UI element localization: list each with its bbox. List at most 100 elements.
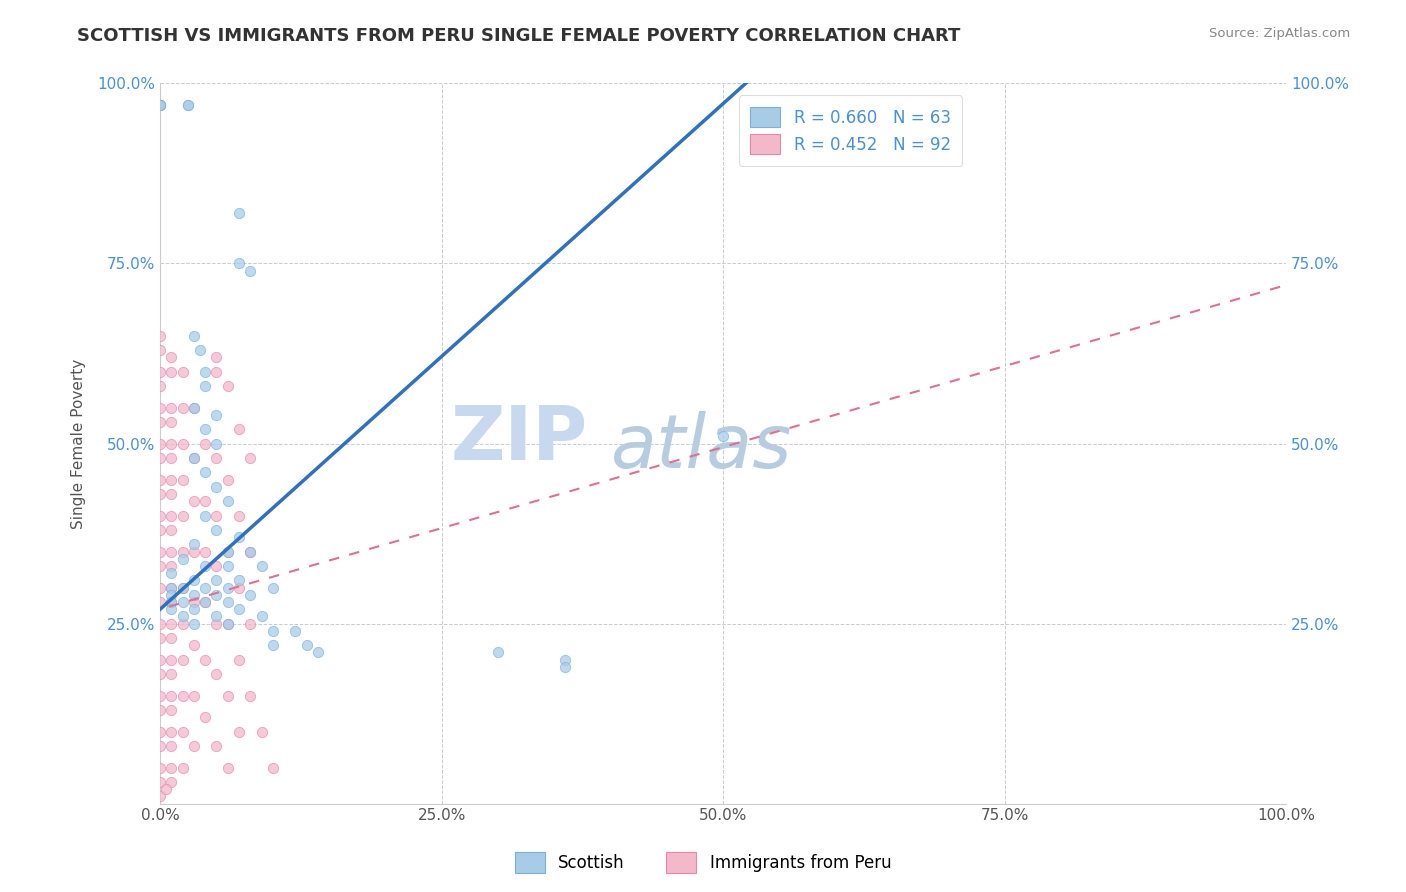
Point [205,350,228,364]
Point [149,98,172,112]
Point [172,436,194,450]
Point [155,782,177,797]
Point [194,595,217,609]
Point [177,98,200,112]
Point [262,638,284,652]
Point [160,595,183,609]
Point [160,595,183,609]
Y-axis label: Single Female Poverty: Single Female Poverty [72,359,86,529]
Point [149,415,172,429]
Point [228,724,250,739]
Point [172,761,194,775]
Point [228,256,250,270]
Point [217,761,239,775]
Point [228,581,250,595]
Point [160,350,183,364]
Point [194,364,217,378]
Point [183,588,205,602]
Point [149,761,172,775]
Point [160,401,183,415]
Point [160,508,183,523]
Point [239,689,262,703]
Point [149,508,172,523]
Point [205,450,228,465]
Point [172,551,194,566]
Point [205,616,228,631]
Point [160,581,183,595]
Point [194,710,217,724]
Point [188,343,211,357]
Point [183,494,205,508]
Point [194,595,217,609]
Point [183,401,205,415]
Point [554,660,576,674]
Point [183,638,205,652]
Point [172,689,194,703]
Point [160,588,183,602]
Point [149,724,172,739]
Point [149,98,172,112]
Point [183,574,205,588]
Point [205,574,228,588]
Point [205,508,228,523]
Point [160,544,183,558]
Point [217,689,239,703]
Point [149,616,172,631]
Point [183,595,205,609]
Point [149,631,172,645]
Point [160,631,183,645]
Point [194,508,217,523]
Point [217,379,239,393]
Point [160,775,183,789]
Point [149,98,172,112]
Legend: Scottish, Immigrants from Peru: Scottish, Immigrants from Peru [508,846,898,880]
Point [160,450,183,465]
Point [205,364,228,378]
Point [149,473,172,487]
Point [217,616,239,631]
Point [149,364,172,378]
Point [183,602,205,616]
Point [149,703,172,717]
Point [172,724,194,739]
Legend: R = 0.660   N = 63, R = 0.452   N = 92: R = 0.660 N = 63, R = 0.452 N = 92 [738,95,963,166]
Point [149,652,172,666]
Text: Source: ZipAtlas.com: Source: ZipAtlas.com [1209,27,1350,40]
Point [160,436,183,450]
Point [194,652,217,666]
Point [160,581,183,595]
Point [239,263,262,277]
Point [205,408,228,422]
Point [160,724,183,739]
Point [217,616,239,631]
Point [217,595,239,609]
Point [217,544,239,558]
Point [149,343,172,357]
Point [160,558,183,573]
Point [194,558,217,573]
Point [160,364,183,378]
Point [217,581,239,595]
Point [149,789,172,804]
Point [217,473,239,487]
Point [149,667,172,681]
Point [172,595,194,609]
Point [262,581,284,595]
Point [711,429,734,443]
Point [149,595,172,609]
Point [228,652,250,666]
Point [149,558,172,573]
Point [239,544,262,558]
Point [228,508,250,523]
Point [217,544,239,558]
Point [194,379,217,393]
Point [194,422,217,436]
Text: atlas: atlas [610,411,792,483]
Point [149,328,172,343]
Point [194,581,217,595]
Point [228,530,250,544]
Point [172,544,194,558]
Point [172,473,194,487]
Point [183,544,205,558]
Point [554,652,576,666]
